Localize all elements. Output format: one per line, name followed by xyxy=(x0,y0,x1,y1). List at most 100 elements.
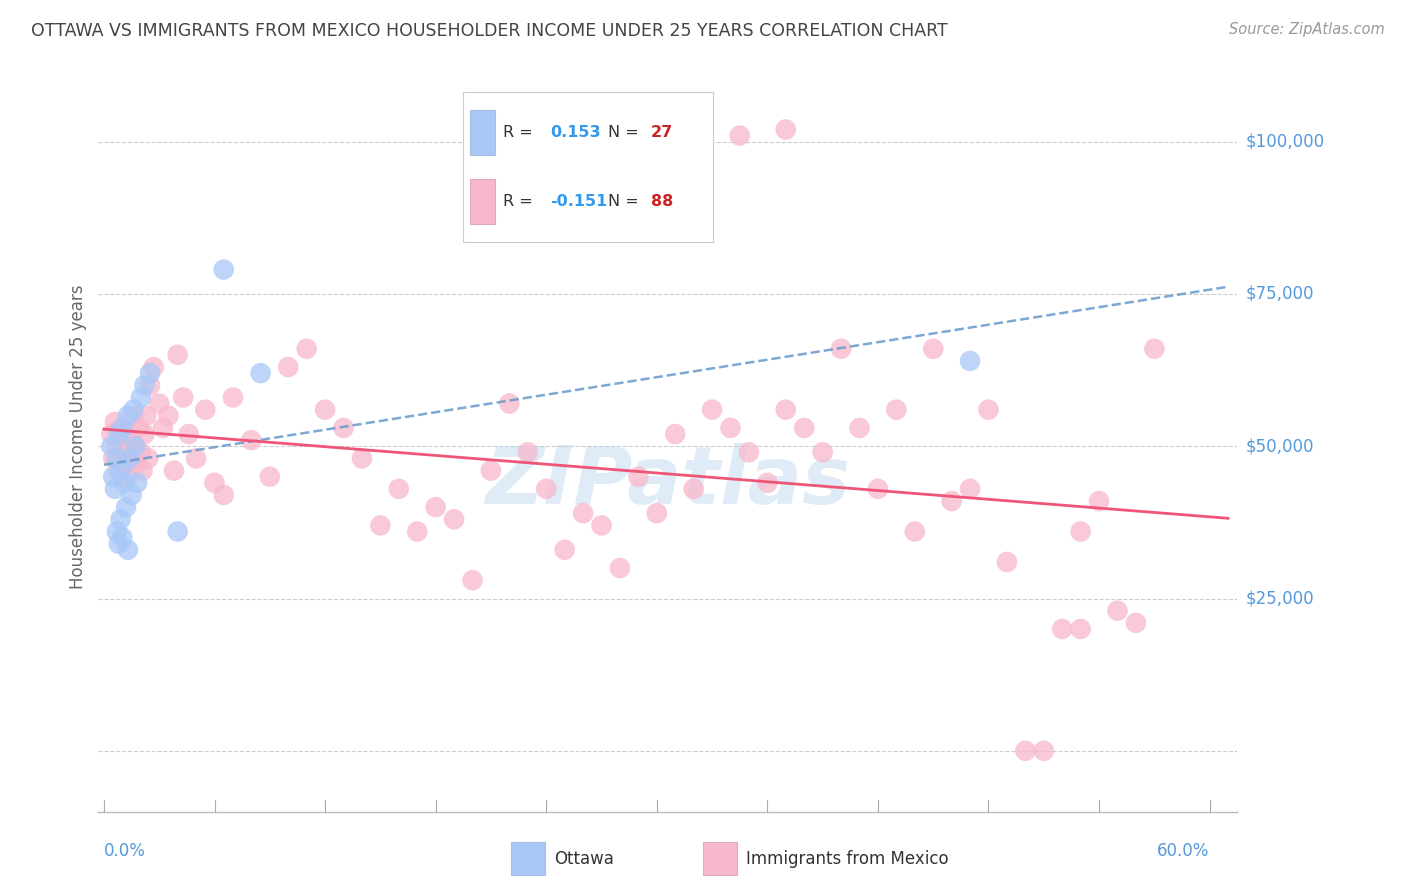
Text: $25,000: $25,000 xyxy=(1246,590,1315,607)
Point xyxy=(163,464,186,478)
Point xyxy=(425,500,447,515)
Point xyxy=(1143,342,1166,356)
Point xyxy=(101,451,124,466)
Point xyxy=(941,494,963,508)
Point xyxy=(295,342,318,356)
Point xyxy=(904,524,927,539)
FancyBboxPatch shape xyxy=(703,842,737,874)
Point xyxy=(1014,744,1036,758)
Point xyxy=(118,451,141,466)
Point xyxy=(117,469,139,483)
Point xyxy=(124,439,146,453)
Point xyxy=(124,439,146,453)
Point xyxy=(105,439,128,453)
Point xyxy=(886,402,908,417)
Point xyxy=(995,555,1018,569)
Point xyxy=(110,512,132,526)
Point xyxy=(194,402,217,417)
Text: OTTAWA VS IMMIGRANTS FROM MEXICO HOUSEHOLDER INCOME UNDER 25 YEARS CORRELATION C: OTTAWA VS IMMIGRANTS FROM MEXICO HOUSEHO… xyxy=(31,22,948,40)
Point xyxy=(240,433,263,447)
Y-axis label: Householder Income Under 25 years: Householder Income Under 25 years xyxy=(69,285,87,590)
Text: 60.0%: 60.0% xyxy=(1157,842,1209,860)
Point xyxy=(664,427,686,442)
Point xyxy=(111,445,134,459)
Point xyxy=(1070,622,1092,636)
Point xyxy=(117,542,139,557)
Point xyxy=(645,506,668,520)
Point xyxy=(259,469,281,483)
Point xyxy=(1032,744,1054,758)
Point xyxy=(775,122,797,136)
Point xyxy=(166,524,188,539)
Point xyxy=(110,464,132,478)
Point xyxy=(184,451,207,466)
Point xyxy=(370,518,392,533)
Point xyxy=(172,391,194,405)
Point xyxy=(793,421,815,435)
Point xyxy=(177,427,200,442)
Point xyxy=(127,458,149,472)
Point xyxy=(222,391,245,405)
Point xyxy=(866,482,889,496)
Point xyxy=(830,342,852,356)
Point xyxy=(117,409,139,423)
Point xyxy=(127,475,149,490)
Point xyxy=(700,402,723,417)
Point xyxy=(554,542,576,557)
Point xyxy=(591,518,613,533)
Point xyxy=(107,537,129,551)
Point xyxy=(152,421,174,435)
Point xyxy=(139,378,162,392)
Point xyxy=(1125,615,1147,630)
FancyBboxPatch shape xyxy=(512,842,546,874)
Point xyxy=(122,409,145,423)
Point xyxy=(443,512,465,526)
Point xyxy=(498,396,520,410)
Point xyxy=(121,451,143,466)
Point xyxy=(775,402,797,417)
Text: 0.0%: 0.0% xyxy=(104,842,146,860)
Text: $50,000: $50,000 xyxy=(1246,437,1315,455)
Point xyxy=(534,482,557,496)
Point xyxy=(406,524,429,539)
Point xyxy=(115,433,138,447)
Point xyxy=(922,342,945,356)
Point xyxy=(959,354,981,368)
Point xyxy=(314,402,336,417)
Point xyxy=(101,469,124,483)
Point xyxy=(100,427,122,442)
Point xyxy=(134,378,156,392)
Point xyxy=(728,128,751,143)
Point xyxy=(118,427,141,442)
Point xyxy=(738,445,761,459)
Point xyxy=(682,482,704,496)
Point xyxy=(848,421,870,435)
Point xyxy=(157,409,180,423)
Point xyxy=(142,359,165,374)
Point xyxy=(129,391,152,405)
Point xyxy=(1088,494,1111,508)
Point xyxy=(107,464,129,478)
Point xyxy=(111,421,134,435)
Point xyxy=(115,500,138,515)
Point xyxy=(332,421,354,435)
Point xyxy=(112,475,135,490)
Point xyxy=(627,469,650,483)
Point xyxy=(204,475,226,490)
Point xyxy=(1107,604,1129,618)
Point xyxy=(212,488,235,502)
Point xyxy=(1050,622,1073,636)
Point xyxy=(107,427,129,442)
Point xyxy=(756,475,779,490)
Point xyxy=(720,421,742,435)
Point xyxy=(1070,524,1092,539)
Point xyxy=(122,402,145,417)
Point xyxy=(105,524,128,539)
Text: $100,000: $100,000 xyxy=(1246,133,1324,151)
Point xyxy=(350,451,373,466)
Text: Source: ZipAtlas.com: Source: ZipAtlas.com xyxy=(1229,22,1385,37)
Point xyxy=(572,506,595,520)
Point xyxy=(136,451,159,466)
Point xyxy=(105,451,128,466)
Point xyxy=(277,359,299,374)
